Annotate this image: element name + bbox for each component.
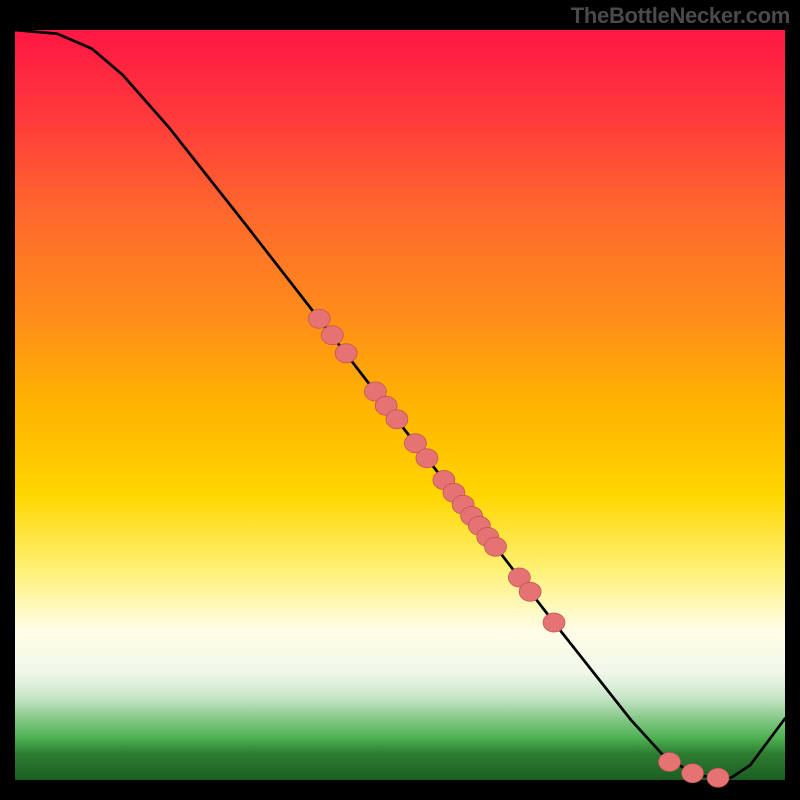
- bottleneck-chart: TheBottleNecker.com: [0, 0, 800, 800]
- plot-background: [15, 30, 785, 780]
- data-marker: [707, 768, 729, 787]
- data-marker: [543, 613, 565, 632]
- data-marker: [484, 537, 506, 556]
- data-marker: [416, 449, 438, 468]
- data-marker: [321, 326, 343, 345]
- data-marker: [335, 344, 357, 363]
- data-marker: [386, 410, 408, 429]
- watermark-text: TheBottleNecker.com: [571, 3, 790, 29]
- data-marker: [659, 753, 681, 772]
- data-marker: [519, 582, 541, 601]
- data-marker: [308, 309, 330, 328]
- chart-svg: [0, 0, 800, 800]
- data-marker: [682, 764, 704, 783]
